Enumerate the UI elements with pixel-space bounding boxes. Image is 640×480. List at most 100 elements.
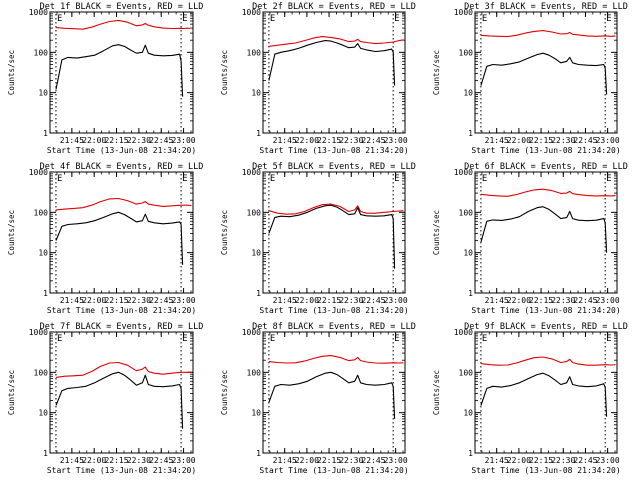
events-rate-line — [55, 371, 184, 429]
detector-panel: Det 1f BLACK = Events, RED = LLD 1 10 100 10… — [7, 2, 203, 155]
detector-panel: Det 5f BLACK = Events, RED = LLD 1 10 100 10… — [220, 162, 416, 315]
x-tick-label: 21:45 — [60, 296, 84, 305]
x-tick-label: 21:45 — [485, 456, 509, 465]
x-tick-label: 22:30 — [339, 136, 363, 145]
y-tick-label: 100 — [34, 48, 49, 57]
events-rate-line — [480, 206, 608, 253]
lld-rate-line — [55, 19, 191, 30]
x-tick-label: 22:30 — [127, 136, 151, 145]
x-tick-label: 22:30 — [127, 296, 151, 305]
lld-rate-line — [480, 188, 616, 197]
lld-rate-line — [480, 30, 616, 38]
x-tick-label: 22:00 — [507, 136, 531, 145]
event-marker-label: E — [482, 174, 487, 184]
x-tick-label: 22:45 — [149, 296, 173, 305]
y-tick-label: 1000 — [454, 8, 473, 17]
x-tick-label: 23:00 — [172, 136, 196, 145]
y-tick-label: 1000 — [29, 328, 48, 337]
y-axis-label: Counts/sec — [7, 50, 16, 95]
lld-rate-line — [268, 36, 404, 47]
x-tick-label: 21:45 — [273, 296, 297, 305]
y-axis-label: Counts/sec — [220, 210, 229, 255]
y-tick-label: 1000 — [242, 8, 261, 17]
x-tick-label: 23:00 — [172, 456, 196, 465]
x-tick-label: 22:45 — [573, 136, 597, 145]
event-marker-label: E — [482, 334, 487, 344]
y-tick-label: 1 — [468, 449, 473, 458]
lld-rate-line — [268, 203, 404, 215]
x-tick-label: 22:30 — [551, 296, 575, 305]
x-tick-label: 22:30 — [127, 456, 151, 465]
x-tick-label: 22:45 — [361, 456, 385, 465]
y-tick-label: 10 — [38, 249, 48, 258]
event-marker-label: E — [482, 14, 487, 24]
y-tick-label: 10 — [251, 89, 261, 98]
x-tick-label: 22:00 — [82, 136, 106, 145]
y-tick-label: 1 — [43, 289, 48, 298]
x-tick-label: 22:00 — [507, 296, 531, 305]
y-tick-label: 100 — [459, 208, 474, 217]
event-marker-label: E — [270, 174, 275, 184]
x-tick-label: 21:45 — [273, 136, 297, 145]
y-tick-label: 10 — [463, 89, 473, 98]
x-tick-label: 22:15 — [104, 456, 128, 465]
x-tick-label: 22:00 — [295, 456, 319, 465]
y-tick-label: 10 — [38, 409, 48, 418]
detector-panel: Det 6f BLACK = Events, RED = LLD 1 10 100 10… — [432, 162, 628, 315]
event-marker-label: E — [57, 14, 62, 24]
y-tick-label: 1 — [256, 129, 261, 138]
plot-frame — [262, 331, 406, 454]
y-tick-label: 100 — [34, 208, 49, 217]
x-tick-label: 22:00 — [82, 296, 106, 305]
x-axis-label: Start Time (13-Jun-08 21:34:20) — [259, 306, 408, 315]
events-rate-line — [268, 204, 396, 269]
x-tick-label: 21:45 — [60, 456, 84, 465]
event-marker-label: E — [57, 334, 62, 344]
x-tick-label: 22:45 — [149, 136, 173, 145]
x-tick-label: 22:15 — [317, 136, 341, 145]
plot-frame — [474, 331, 618, 454]
panel-title: Det 7f BLACK = Events, RED = LLD — [40, 322, 204, 332]
y-tick-label: 100 — [247, 48, 262, 57]
plot-frame — [262, 171, 406, 294]
panel-title: Det 6f BLACK = Events, RED = LLD — [464, 162, 628, 172]
x-tick-label: 21:45 — [60, 136, 84, 145]
event-marker-label: E — [182, 14, 187, 24]
event-marker-label: E — [57, 174, 62, 184]
x-tick-label: 23:00 — [596, 456, 620, 465]
x-tick-label: 22:15 — [529, 136, 553, 145]
y-axis-label: Counts/sec — [432, 50, 441, 95]
x-tick-label: 22:45 — [361, 136, 385, 145]
y-tick-label: 1000 — [242, 168, 261, 177]
x-tick-label: 22:15 — [104, 136, 128, 145]
y-tick-label: 1000 — [29, 168, 48, 177]
x-tick-label: 22:30 — [551, 136, 575, 145]
detector-panel: Det 2f BLACK = Events, RED = LLD 1 10 100 10… — [220, 2, 416, 155]
lld-rate-line — [480, 356, 616, 366]
panel-title: Det 3f BLACK = Events, RED = LLD — [464, 2, 628, 12]
x-axis-label: Start Time (13-Jun-08 21:34:20) — [471, 146, 620, 155]
lld-rate-line — [55, 197, 192, 211]
y-tick-label: 10 — [463, 409, 473, 418]
panel-title: Det 8f BLACK = Events, RED = LLD — [252, 322, 416, 332]
y-tick-label: 1000 — [242, 328, 261, 337]
detector-panel: Det 9f BLACK = Events, RED = LLD 1 10 100 10… — [432, 322, 628, 475]
y-tick-label: 10 — [251, 249, 261, 258]
x-tick-label: 22:45 — [573, 456, 597, 465]
plot-frame — [474, 11, 618, 134]
x-tick-label: 23:00 — [384, 136, 408, 145]
plot-frame — [474, 171, 618, 294]
plot-frame — [49, 171, 194, 294]
y-tick-label: 100 — [247, 208, 262, 217]
y-tick-label: 1 — [256, 449, 261, 458]
y-tick-label: 1 — [43, 129, 48, 138]
x-tick-label: 23:00 — [172, 296, 196, 305]
event-marker-label: E — [606, 174, 611, 184]
panel-title: Det 2f BLACK = Events, RED = LLD — [252, 2, 416, 12]
detector-panel: Det 7f BLACK = Events, RED = LLD 1 10 100 10… — [7, 322, 203, 475]
x-tick-label: 23:00 — [384, 456, 408, 465]
x-tick-label: 22:30 — [339, 456, 363, 465]
lld-rate-line — [55, 361, 192, 378]
y-axis-label: Counts/sec — [432, 370, 441, 415]
y-axis-label: Counts/sec — [220, 370, 229, 415]
